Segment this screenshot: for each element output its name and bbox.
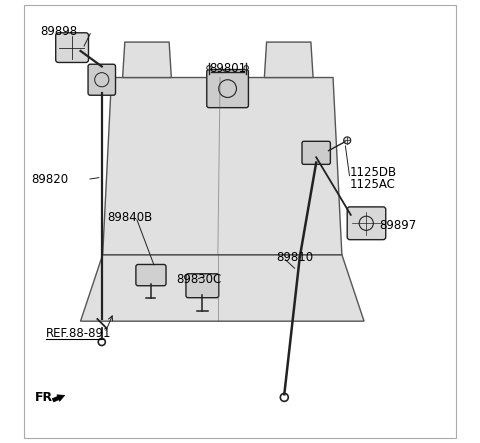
Text: 89801: 89801 (209, 62, 246, 75)
Polygon shape (122, 42, 171, 78)
Text: 89810: 89810 (276, 251, 313, 264)
Polygon shape (103, 78, 342, 255)
Text: 89897: 89897 (380, 218, 417, 232)
Text: 1125DB: 1125DB (350, 166, 397, 179)
FancyBboxPatch shape (207, 70, 249, 108)
FancyBboxPatch shape (302, 141, 330, 164)
Text: REF.88-891: REF.88-891 (46, 326, 111, 340)
FancyBboxPatch shape (186, 274, 219, 298)
FancyBboxPatch shape (56, 33, 88, 62)
Text: 89820: 89820 (31, 173, 68, 186)
Text: 89840B: 89840B (107, 210, 152, 224)
Text: 89898: 89898 (40, 24, 77, 38)
FancyBboxPatch shape (88, 64, 116, 95)
Circle shape (344, 137, 351, 144)
FancyBboxPatch shape (136, 264, 166, 286)
FancyBboxPatch shape (347, 207, 386, 240)
Circle shape (244, 66, 249, 70)
Text: FR.: FR. (36, 391, 59, 404)
Polygon shape (264, 42, 313, 78)
Text: 89830C: 89830C (176, 273, 221, 287)
Text: 1125AC: 1125AC (350, 178, 396, 191)
Polygon shape (81, 255, 364, 321)
Circle shape (207, 66, 211, 70)
FancyArrowPatch shape (52, 395, 65, 402)
